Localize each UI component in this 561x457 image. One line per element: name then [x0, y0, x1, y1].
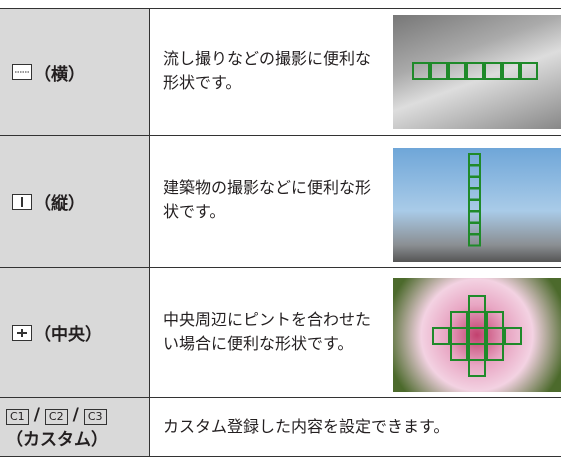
af-point	[502, 62, 520, 80]
table-row: （中央） 中央周辺にピントを合わせたい場合に便利な形状です。	[0, 267, 561, 397]
label-text: （縦）	[34, 194, 85, 214]
af-point	[486, 343, 504, 361]
label-text: （横）	[34, 64, 85, 85]
af-point	[468, 176, 481, 189]
af-point	[448, 62, 466, 80]
icon	[12, 324, 32, 341]
af-point	[468, 187, 481, 201]
row-label: （縦）	[0, 136, 150, 267]
af-frame	[468, 153, 481, 247]
af-point	[430, 62, 448, 80]
af-point	[468, 343, 486, 361]
custom-icon: C1	[6, 408, 29, 425]
row-label: C1/C2/C3 （カスタム）	[0, 398, 150, 456]
separator: /	[72, 404, 79, 425]
photo	[393, 15, 561, 129]
separator: /	[33, 404, 40, 425]
description: カスタム登録した内容を設定できます。	[163, 417, 450, 436]
description: 流し撮りなどの撮影に便利な形状です。	[163, 49, 372, 92]
table-row: （縦） 建築物の撮影などに便利な形状です。	[0, 135, 561, 267]
label-text: （中央）	[34, 325, 102, 345]
af-point	[466, 62, 484, 80]
icon-group: C1/C2/C3	[6, 405, 107, 425]
row-label: （中央）	[0, 268, 150, 397]
af-point	[486, 311, 504, 329]
af-point	[486, 327, 504, 345]
af-point	[432, 327, 450, 345]
custom-icon: C2	[44, 408, 68, 425]
af-frame	[412, 62, 538, 80]
af-point	[468, 222, 481, 235]
af-point	[468, 233, 481, 247]
icon	[12, 193, 32, 210]
af-point	[468, 153, 481, 166]
af-point	[468, 164, 481, 178]
af-point	[484, 62, 502, 80]
af-point	[450, 327, 468, 345]
af-point	[412, 62, 430, 80]
af-frame	[432, 295, 522, 377]
description: 中央周辺にピントを合わせたい場合に便利な形状です。	[163, 310, 372, 353]
af-point	[468, 199, 481, 212]
custom-icon: C3	[83, 408, 107, 425]
af-point	[468, 210, 481, 224]
af-point	[520, 62, 538, 80]
af-point	[450, 343, 468, 361]
table-row: C1/C2/C3 （カスタム） カスタム登録した内容を設定できます。	[0, 397, 561, 457]
af-point	[468, 295, 486, 313]
photo	[393, 278, 561, 392]
photo	[393, 148, 561, 262]
table-row: （横） 流し撮りなどの撮影に便利な形状です。	[0, 8, 561, 135]
af-point	[450, 311, 468, 329]
af-point	[468, 327, 486, 345]
label-text: （カスタム）	[6, 429, 108, 450]
icon	[12, 64, 32, 80]
af-point	[468, 311, 486, 329]
row-label: （横）	[0, 9, 150, 135]
af-point	[468, 359, 486, 377]
af-point	[504, 327, 522, 345]
description: 建築物の撮影などに便利な形状です。	[163, 178, 372, 221]
